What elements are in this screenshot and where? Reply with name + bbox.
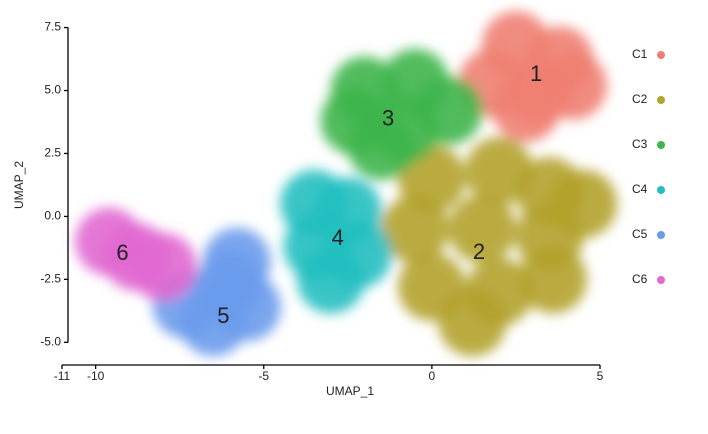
cluster-cloud [128,232,197,301]
cluster-cloud [518,245,587,314]
legend-label: C3 [632,137,648,151]
legend-swatch [657,186,665,194]
clouds [75,11,618,357]
cluster-cloud [202,227,271,296]
y-tick-label: -2.5 [40,272,61,286]
x-tick-label: 5 [597,369,604,383]
y-tick-label: -5.0 [40,335,61,349]
cluster-cloud [347,111,416,180]
x-axis-label: UMAP_1 [326,384,374,398]
y-tick-label: 7.5 [44,20,61,34]
legend-label: C1 [632,47,648,61]
cluster-label: 5 [217,303,229,328]
cluster-cloud [414,76,483,145]
x-tick-label: 0 [429,369,436,383]
cluster-label: 4 [332,225,344,250]
cluster-cloud [438,288,507,357]
cluster-cloud [448,195,517,264]
legend-label: C4 [632,182,648,196]
y-axis-label: UMAP_2 [12,161,26,209]
legend-swatch [657,51,665,59]
cluster-label: 6 [116,240,128,265]
legend-label: C2 [632,92,648,106]
legend-label: C6 [632,272,648,286]
x-tick-label: -10 [87,369,105,383]
y-tick-label: 0.0 [44,209,61,223]
cluster-cloud [381,195,450,264]
cluster-label: 3 [382,105,394,130]
legend-swatch [657,231,665,239]
cluster-label: 2 [473,239,485,264]
x-tick-label: -5 [258,369,269,383]
legend-label: C5 [632,227,648,241]
x-tick-label: -11 [54,369,71,383]
y-tick-label: 5.0 [44,83,61,97]
cluster-cloud [492,74,561,143]
legend-swatch [657,96,665,104]
legend-swatch [657,141,665,149]
cluster-cloud [297,245,365,314]
legend-swatch [657,276,665,284]
cluster-cloud [549,169,618,238]
y-tick-label: 2.5 [44,146,61,160]
cluster-label: 1 [530,61,542,86]
